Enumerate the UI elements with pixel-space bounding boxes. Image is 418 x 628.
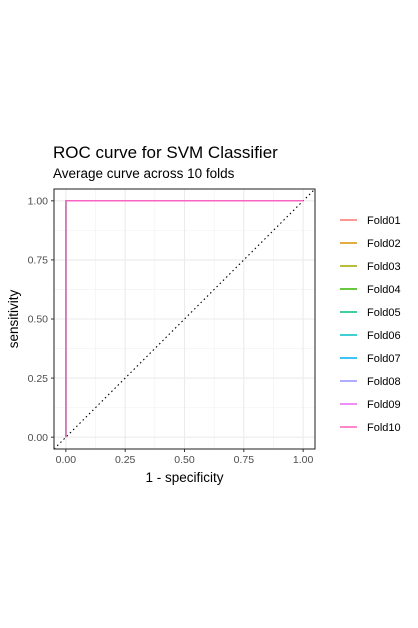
chart-subtitle: Average curve across 10 folds [53, 166, 235, 181]
legend-item-fold07: Fold07 [340, 353, 401, 365]
y-axis-title: sensitivity [6, 289, 21, 348]
legend-item-fold09: Fold09 [340, 399, 401, 411]
legend-item-fold06: Fold06 [340, 330, 401, 342]
x-tick-label: 0.25 [115, 454, 136, 466]
reference-diagonal-line [53, 188, 316, 450]
legend-item-fold02: Fold02 [340, 238, 401, 250]
x-tick-label: 0.00 [56, 454, 77, 466]
y-tick-label: 0.00 [28, 432, 49, 444]
legend-label-fold03: Fold03 [367, 261, 401, 273]
legend-item-fold03: Fold03 [340, 261, 401, 273]
legend-label-fold02: Fold02 [367, 238, 401, 250]
plot-panel: 0.00 0.25 0.50 0.75 1.00 0.00 0.25 0.50 0.75 1.00 [28, 188, 316, 466]
x-axis-title: 1 - specificity [145, 470, 223, 485]
legend-label-fold05: Fold05 [367, 307, 401, 319]
x-tick-label: 1.00 [293, 454, 314, 466]
y-tick-label: 0.50 [28, 314, 49, 326]
legend-label-fold04: Fold04 [367, 284, 401, 296]
y-tick-label: 0.25 [28, 373, 49, 385]
y-tick-label: 0.75 [28, 255, 49, 267]
x-tick-label: 0.50 [174, 454, 195, 466]
legend-item-fold04: Fold04 [340, 284, 401, 296]
legend-label-fold01: Fold01 [367, 215, 401, 227]
y-tick-label: 1.00 [28, 196, 49, 208]
chart-title: ROC curve for SVM Classifier [53, 143, 278, 162]
legend-item-fold05: Fold05 [340, 307, 401, 319]
legend: Fold01 Fold02 Fold03 Fold04 Fold05 Fold06 Fold… [340, 215, 401, 434]
legend-item-fold08: Fold08 [340, 376, 401, 388]
series-line-fold10 [65, 200, 304, 438]
legend-label-fold07: Fold07 [367, 353, 401, 365]
legend-item-fold10: Fold10 [340, 422, 401, 434]
legend-label-fold09: Fold09 [367, 399, 401, 411]
x-tick-label: 0.75 [234, 454, 255, 466]
legend-label-fold10: Fold10 [367, 422, 401, 434]
legend-label-fold08: Fold08 [367, 376, 401, 388]
legend-label-fold06: Fold06 [367, 330, 401, 342]
legend-item-fold01: Fold01 [340, 215, 401, 227]
